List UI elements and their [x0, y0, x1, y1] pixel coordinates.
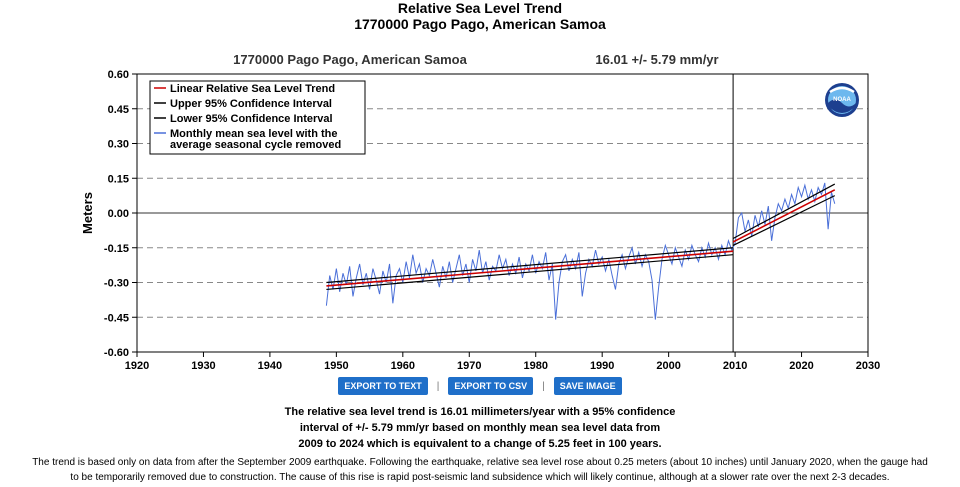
trend-line	[326, 250, 734, 287]
lower-ci-line	[732, 195, 836, 246]
x-tick-label: 2030	[856, 360, 880, 370]
x-tick-label: 1970	[457, 360, 481, 370]
x-tick-label: 2010	[723, 360, 747, 370]
x-tick-label: 1930	[191, 360, 215, 370]
y-tick-label: 0.45	[108, 104, 129, 116]
x-tick-label: 1990	[590, 360, 614, 370]
upper-ci-line	[326, 247, 734, 284]
save-image-button[interactable]: SAVE IMAGE	[553, 377, 622, 395]
summary-line: The relative sea level trend is 16.01 mi…	[284, 406, 676, 418]
trend-line	[732, 189, 836, 243]
legend-label: Monthly mean sea level with the	[170, 128, 338, 140]
y-tick-label: 0.60	[108, 69, 129, 81]
note-line: The trend is based only on data from aft…	[32, 457, 928, 468]
lower-ci-line	[326, 254, 734, 291]
y-tick-label: 0.30	[108, 139, 129, 151]
y-tick-label: -0.30	[104, 278, 129, 290]
legend-label: Lower 95% Confidence Interval	[170, 113, 333, 125]
sea-level-chart: 1770000 Pago Pago, American Samoa 16.01 …	[80, 52, 880, 370]
y-tick-label: -0.15	[104, 243, 129, 255]
note-line: to be temporarily removed due to constru…	[70, 472, 890, 483]
chart-title: Relative Sea Level Trend	[397, 0, 563, 16]
noaa-logo-text: NOAA	[833, 97, 851, 103]
trend-summary: The relative sea level trend is 16.01 mi…	[0, 404, 960, 452]
upper-ci-line	[732, 183, 836, 240]
series-layer	[325, 182, 836, 320]
legend-label: Upper 95% Confidence Interval	[170, 98, 332, 110]
y-tick-label: 0.15	[108, 173, 129, 185]
summary-line: 2009 to 2024 which is equivalent to a ch…	[298, 438, 662, 450]
earthquake-note: The trend is based only on data from aft…	[0, 455, 960, 485]
legend-box	[149, 80, 366, 155]
export-csv-button[interactable]: EXPORT TO CSV	[448, 377, 534, 395]
x-tick-label: 2020	[789, 360, 813, 370]
export-text-button[interactable]: EXPORT TO TEXT	[338, 377, 428, 395]
y-tick-label: -0.60	[104, 347, 129, 359]
axes: 1920 1930 1940 1950 1960 1970 1980 1990 2000 2010…	[104, 69, 880, 370]
legend-label: average seasonal cycle removed	[170, 139, 341, 151]
separator: |	[436, 380, 440, 392]
x-tick-label: 2000	[656, 360, 680, 370]
x-tick-label: 1920	[125, 360, 149, 370]
y-tick-label: -0.45	[104, 312, 129, 324]
legend-label: Linear Relative Sea Level Trend	[170, 83, 335, 95]
x-tick-label: 1960	[391, 360, 415, 370]
y-axis-label: Meters	[80, 192, 95, 234]
chart-subtitle: 1770000 Pago Pago, American Samoa	[354, 16, 606, 32]
separator: |	[542, 380, 545, 392]
chart-station-header: 1770000 Pago Pago, American Samoa	[233, 52, 467, 67]
monthly-mean-series	[325, 182, 836, 320]
legend: Linear Relative Sea Level Trend Upper 95%…	[149, 80, 366, 155]
chart-trend-header: 16.01 +/- 5.79 mm/yr	[595, 52, 718, 67]
noaa-logo: NOAA	[825, 83, 859, 117]
x-tick-label: 1950	[324, 360, 348, 370]
summary-line: interval of +/- 5.79 mm/yr based on mont…	[299, 422, 661, 434]
export-toolbar: EXPORT TO TEXT | EXPORT TO CSV | SAVE IM…	[0, 377, 960, 395]
x-tick-label: 1940	[258, 360, 282, 370]
y-tick-label: 0.00	[108, 208, 129, 220]
x-tick-label: 1980	[523, 360, 547, 370]
